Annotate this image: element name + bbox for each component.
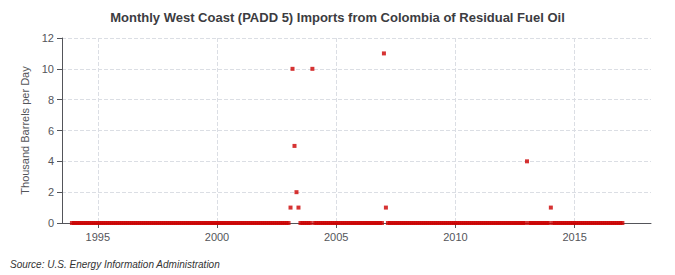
svg-text:2005: 2005 xyxy=(324,231,348,243)
svg-text:8: 8 xyxy=(48,94,54,106)
svg-text:12: 12 xyxy=(42,32,54,44)
svg-text:0: 0 xyxy=(48,217,54,229)
svg-text:10: 10 xyxy=(42,63,54,75)
svg-text:Monthly West Coast (PADD 5) Im: Monthly West Coast (PADD 5) Imports from… xyxy=(110,10,565,25)
svg-text:1995: 1995 xyxy=(86,231,110,243)
svg-text:4: 4 xyxy=(48,155,54,167)
svg-text:2000: 2000 xyxy=(205,231,229,243)
svg-text:2010: 2010 xyxy=(443,231,467,243)
svg-text:Thousand Barrels per Day: Thousand Barrels per Day xyxy=(19,66,31,195)
svg-text:Source: U.S. Energy Informatio: Source: U.S. Energy Information Administ… xyxy=(10,259,220,270)
svg-text:2: 2 xyxy=(48,186,54,198)
svg-text:2015: 2015 xyxy=(562,231,586,243)
svg-text:6: 6 xyxy=(48,125,54,137)
